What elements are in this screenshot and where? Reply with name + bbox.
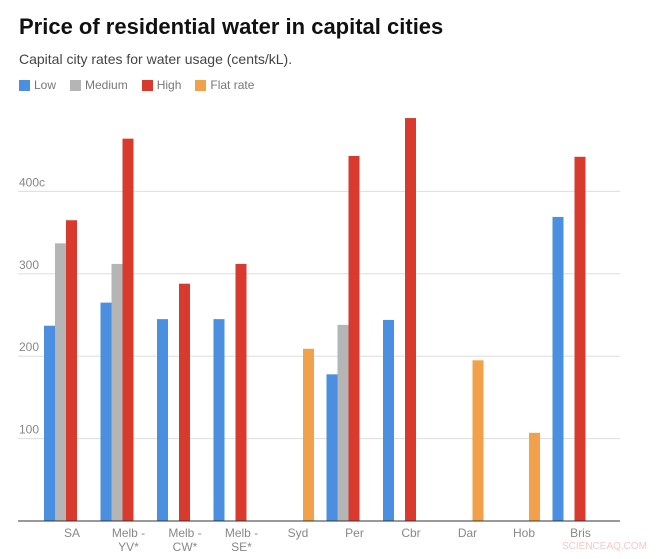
legend-item-flat: Flat rate: [195, 78, 254, 92]
x-tick-label: SE*: [231, 540, 252, 554]
legend-swatch: [141, 79, 153, 91]
legend-item-low: Low: [19, 78, 56, 92]
x-tick-label: SA: [64, 526, 80, 540]
bar-high: [348, 155, 360, 521]
legend-item-high: High: [141, 78, 182, 92]
bar-low: [383, 319, 394, 521]
bar-high: [66, 220, 77, 522]
bar-flat-rate: [303, 348, 314, 521]
bar-low: [213, 319, 225, 521]
legend-swatch: [195, 79, 207, 91]
x-tick-label: Per: [345, 526, 364, 540]
y-tick-label: 300: [19, 258, 39, 272]
legend-label: Low: [34, 78, 57, 92]
x-tick-label: Bris: [570, 526, 591, 540]
y-tick-label: 200: [19, 340, 39, 354]
bar-high: [179, 283, 190, 521]
chart-title: Price of residential water in capital ci…: [19, 14, 444, 39]
watermark: SCIENCEAQ.COM: [562, 541, 648, 552]
x-tick-label: Hob: [513, 526, 535, 540]
bar-medium: [55, 243, 66, 521]
x-tick-label: Cbr: [401, 526, 420, 540]
chart-subtitle: Capital city rates for water usage (cent…: [19, 51, 293, 67]
bar-flat-rate: [529, 432, 540, 521]
bar-low: [326, 374, 338, 521]
bar-medium: [337, 324, 349, 521]
x-tick-label: YV*: [118, 540, 139, 554]
legend-swatch: [19, 79, 30, 91]
legend-label: Flat rate: [210, 78, 255, 92]
bar-high: [574, 156, 586, 522]
bar-flat-rate: [472, 360, 484, 521]
x-tick-label: Melb -: [225, 526, 258, 540]
bar-high: [405, 118, 416, 522]
bar-high: [235, 263, 247, 521]
legend: Low Medium High Flat rate: [19, 78, 254, 92]
legend-label: Medium: [85, 78, 128, 92]
y-tick-label: 400c: [19, 175, 45, 189]
legend-label: High: [156, 78, 182, 92]
bar-low: [44, 325, 55, 521]
legend-swatch: [70, 79, 82, 91]
x-tick-label: Dar: [458, 526, 477, 540]
x-tick-label: Melb -: [168, 526, 201, 540]
x-tick-label: Syd: [288, 526, 309, 540]
bar-high: [122, 138, 134, 521]
x-tick-label: Melb -: [112, 526, 145, 540]
bar-low: [100, 302, 112, 521]
x-tick-label: CW*: [173, 540, 198, 554]
bar-low: [552, 216, 564, 521]
bar-medium: [111, 263, 123, 521]
legend-item-medium: Medium: [70, 78, 128, 92]
bar-low: [157, 319, 168, 521]
y-tick-label: 100: [19, 423, 39, 437]
